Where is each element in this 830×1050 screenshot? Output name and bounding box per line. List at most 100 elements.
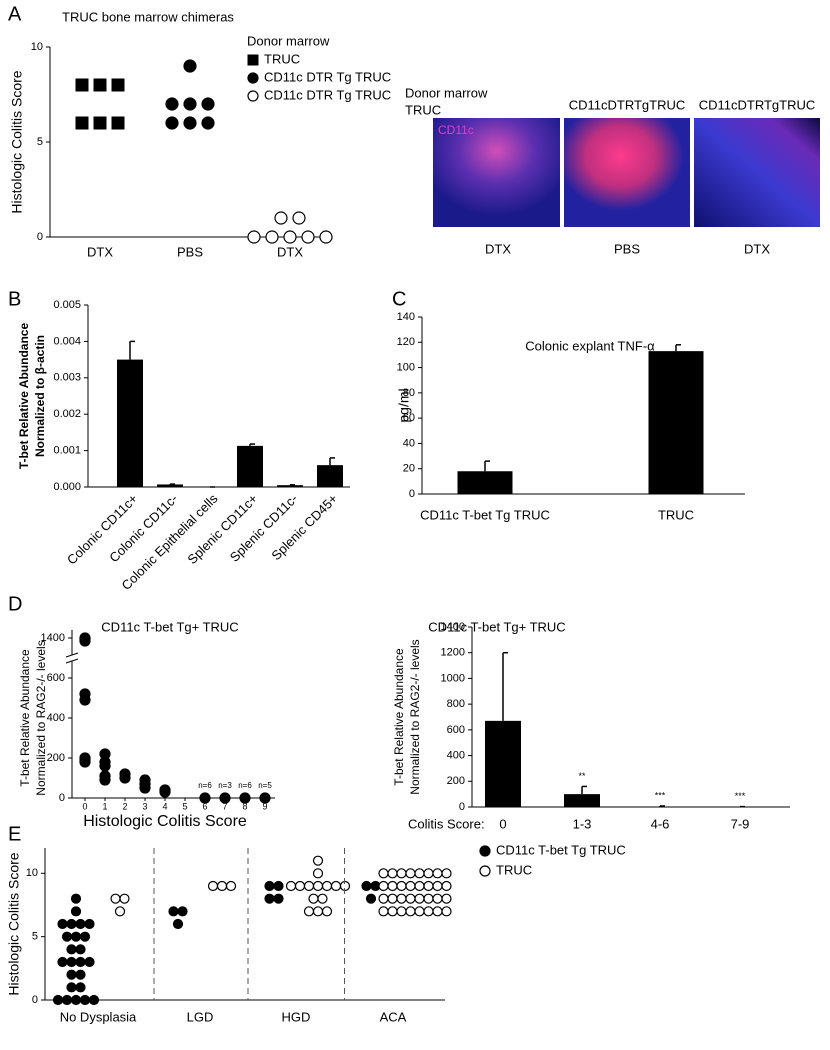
panel-letter: C bbox=[392, 288, 406, 310]
x-tick-label: 4-6 bbox=[651, 816, 670, 831]
panel-letter: E bbox=[8, 823, 21, 845]
point bbox=[387, 880, 398, 892]
point bbox=[265, 230, 279, 244]
point bbox=[405, 893, 416, 904]
x-tick-label: PBS bbox=[177, 244, 203, 259]
point bbox=[79, 994, 91, 1006]
legend-label: CD11c T-bet Tg TRUC bbox=[496, 842, 626, 857]
point bbox=[396, 893, 407, 904]
point bbox=[423, 880, 434, 892]
bar bbox=[117, 359, 143, 487]
y-tick-label: 10 bbox=[31, 41, 43, 53]
y-tick-label: 0.003 bbox=[53, 372, 81, 384]
point bbox=[432, 868, 443, 879]
y-axis-label: T-bet Relative Abundance bbox=[17, 323, 31, 470]
y-tick-label: 200 bbox=[447, 775, 465, 787]
point bbox=[75, 78, 89, 92]
y-tick-label: 0 bbox=[37, 231, 43, 243]
legend-marker bbox=[479, 845, 491, 857]
y-tick-label: 400 bbox=[447, 749, 465, 761]
y-tick-label: 60 bbox=[403, 412, 415, 424]
point bbox=[423, 868, 434, 879]
x-tick-label: Splenic CD11c+ bbox=[184, 491, 260, 567]
point bbox=[216, 880, 228, 892]
point bbox=[405, 880, 416, 892]
y-axis-label: Histologic Colitis Score bbox=[6, 852, 22, 995]
y-tick-label: 10 bbox=[26, 867, 38, 879]
point bbox=[432, 880, 443, 892]
point bbox=[312, 906, 324, 917]
x-tick-label: 4 bbox=[162, 801, 167, 811]
x-tick-label: 9 bbox=[262, 801, 267, 811]
legend-label: CD11c DTR Tg TRUC bbox=[264, 69, 391, 84]
point bbox=[66, 918, 77, 930]
point bbox=[264, 893, 275, 904]
legend-marker bbox=[247, 72, 259, 84]
point bbox=[432, 906, 443, 917]
y-tick-label: 0 bbox=[409, 488, 415, 500]
point bbox=[396, 880, 407, 892]
point bbox=[387, 868, 398, 879]
chart-title: CD11c T-bet Tg+ TRUC bbox=[101, 619, 238, 634]
legend-marker bbox=[247, 54, 259, 66]
point bbox=[183, 97, 197, 111]
point bbox=[201, 97, 215, 111]
point bbox=[378, 880, 389, 892]
point bbox=[365, 893, 377, 904]
point bbox=[441, 893, 452, 904]
point bbox=[99, 774, 111, 786]
point bbox=[111, 78, 125, 92]
bar bbox=[277, 485, 303, 487]
point bbox=[378, 906, 389, 917]
y-axis-label: pg/ml bbox=[396, 388, 412, 422]
point bbox=[414, 893, 425, 904]
y-tick-label: 0.001 bbox=[53, 445, 81, 457]
point bbox=[225, 880, 237, 892]
axis-break bbox=[65, 658, 79, 664]
x-tick-label: 1 bbox=[102, 801, 107, 811]
point bbox=[79, 931, 91, 942]
point bbox=[207, 880, 219, 892]
point bbox=[264, 880, 275, 892]
n-label: n=5 bbox=[258, 781, 272, 790]
y-tick-label: 0.004 bbox=[53, 335, 81, 347]
y-tick-label: 120 bbox=[397, 336, 415, 348]
point bbox=[317, 893, 328, 904]
y-tick-label: 200 bbox=[47, 752, 65, 764]
x-tick-label: TRUC bbox=[658, 507, 694, 522]
x-tick-label: 1-3 bbox=[573, 816, 592, 831]
panel-letter: B bbox=[8, 288, 21, 310]
point bbox=[70, 906, 82, 917]
point bbox=[57, 918, 68, 930]
point bbox=[183, 116, 197, 130]
y-tick-label: 1400 bbox=[441, 621, 465, 633]
x-tick-label: 7-9 bbox=[731, 816, 750, 831]
significance: *** bbox=[735, 791, 746, 801]
point bbox=[66, 982, 77, 993]
n-label: n=3 bbox=[218, 781, 232, 790]
x-tick-label: HGD bbox=[282, 1009, 311, 1024]
point bbox=[414, 868, 425, 879]
significance: *** bbox=[655, 790, 666, 800]
point bbox=[99, 760, 111, 772]
y-tick-label: 0 bbox=[459, 801, 465, 813]
significance: ** bbox=[578, 771, 586, 781]
point bbox=[165, 97, 179, 111]
point bbox=[79, 756, 91, 768]
panel-letter: D bbox=[8, 593, 22, 615]
point bbox=[330, 880, 342, 892]
point bbox=[405, 906, 416, 917]
point bbox=[321, 880, 333, 892]
micrograph bbox=[433, 118, 560, 227]
bar bbox=[237, 445, 263, 487]
panel-letter: A bbox=[8, 3, 22, 25]
bar bbox=[457, 471, 513, 494]
x-tick-label: Colonic CD11c+ bbox=[64, 491, 141, 568]
point bbox=[387, 906, 398, 917]
x-axis-label: Histologic Colitis Score bbox=[83, 813, 247, 830]
stain-label: CD11c bbox=[438, 123, 474, 137]
n-label: n=6 bbox=[238, 781, 252, 790]
point bbox=[396, 868, 407, 879]
point bbox=[66, 956, 77, 968]
